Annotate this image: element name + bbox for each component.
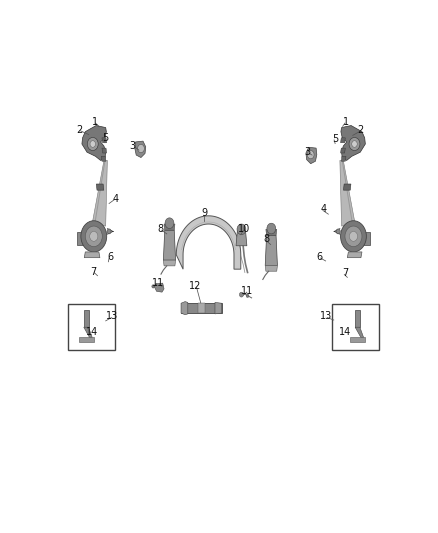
Text: 13: 13 (106, 311, 119, 321)
Circle shape (107, 229, 111, 234)
Text: 13: 13 (320, 311, 332, 321)
Circle shape (152, 285, 155, 288)
Text: 8: 8 (264, 234, 270, 244)
Circle shape (138, 144, 145, 152)
Polygon shape (265, 265, 277, 271)
Circle shape (341, 221, 366, 252)
Text: 8: 8 (158, 224, 164, 234)
Circle shape (90, 141, 95, 147)
Text: 7: 7 (342, 268, 349, 278)
Polygon shape (163, 260, 176, 266)
Polygon shape (82, 126, 106, 160)
Text: 4: 4 (321, 204, 327, 214)
Polygon shape (96, 184, 104, 190)
Polygon shape (77, 232, 101, 245)
Circle shape (349, 138, 360, 150)
Text: 1: 1 (343, 117, 349, 127)
Text: 5: 5 (332, 134, 338, 144)
Polygon shape (355, 310, 360, 327)
Polygon shape (236, 231, 247, 246)
Text: 6: 6 (317, 252, 322, 262)
Text: 5: 5 (102, 133, 108, 143)
Polygon shape (79, 337, 94, 342)
Polygon shape (163, 230, 176, 260)
Text: 4: 4 (112, 193, 118, 204)
Polygon shape (84, 310, 88, 327)
Polygon shape (92, 160, 107, 226)
Text: 14: 14 (339, 327, 351, 337)
Polygon shape (155, 283, 164, 292)
Polygon shape (265, 236, 277, 265)
Circle shape (87, 138, 98, 150)
Polygon shape (84, 327, 92, 337)
Polygon shape (84, 252, 100, 257)
Circle shape (90, 231, 98, 241)
Text: 6: 6 (107, 252, 113, 262)
Polygon shape (102, 138, 107, 143)
Polygon shape (102, 148, 107, 153)
Polygon shape (347, 252, 362, 257)
Polygon shape (176, 216, 241, 269)
Text: 10: 10 (238, 224, 250, 234)
Polygon shape (341, 138, 345, 143)
Circle shape (237, 224, 246, 235)
Polygon shape (350, 337, 365, 342)
Polygon shape (341, 156, 346, 161)
Circle shape (350, 231, 357, 241)
Text: 3: 3 (304, 147, 311, 157)
Circle shape (267, 223, 276, 234)
Text: 1: 1 (92, 117, 98, 127)
Polygon shape (181, 302, 188, 314)
Circle shape (165, 218, 174, 229)
Text: 9: 9 (201, 208, 207, 219)
Polygon shape (135, 141, 146, 158)
Text: 7: 7 (91, 266, 97, 277)
Text: 11: 11 (152, 278, 164, 288)
Text: 3: 3 (130, 141, 136, 151)
Polygon shape (266, 229, 277, 236)
Polygon shape (164, 224, 175, 230)
Circle shape (85, 226, 102, 247)
Polygon shape (343, 184, 351, 190)
Polygon shape (215, 302, 222, 314)
Circle shape (336, 229, 340, 234)
Polygon shape (306, 147, 317, 164)
Polygon shape (101, 156, 106, 161)
Polygon shape (341, 126, 365, 160)
Polygon shape (198, 303, 205, 313)
Polygon shape (340, 160, 355, 226)
Text: 2: 2 (357, 125, 364, 135)
Text: 14: 14 (86, 327, 98, 337)
Circle shape (246, 294, 249, 297)
Polygon shape (355, 327, 364, 337)
Text: 2: 2 (76, 125, 83, 135)
Circle shape (352, 141, 357, 147)
Text: 12: 12 (189, 281, 202, 292)
Polygon shape (341, 148, 345, 153)
Polygon shape (181, 303, 222, 313)
FancyBboxPatch shape (68, 304, 115, 350)
Circle shape (307, 150, 314, 159)
FancyBboxPatch shape (332, 304, 378, 350)
Polygon shape (346, 232, 371, 245)
Circle shape (81, 221, 107, 252)
Circle shape (345, 226, 362, 247)
Circle shape (240, 292, 244, 297)
Text: 11: 11 (241, 286, 254, 296)
